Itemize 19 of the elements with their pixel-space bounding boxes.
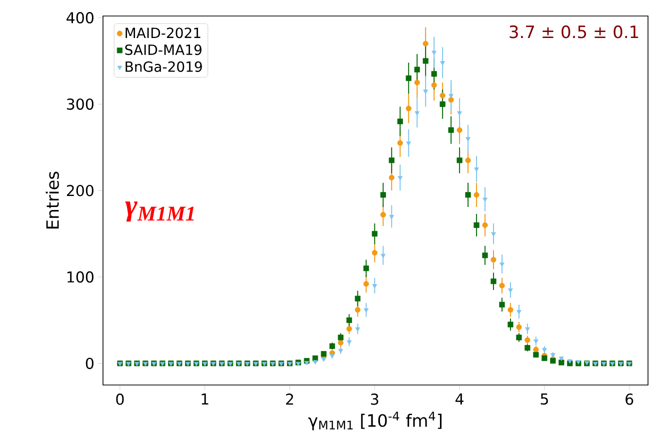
y-axis-title: Entries <box>46 172 59 228</box>
legend-label: BnGa-2019 <box>126 61 202 72</box>
x-tick-label: 0 <box>116 394 124 405</box>
y-tick-label: 100 <box>67 271 94 283</box>
y-tick-label: 200 <box>66 184 94 196</box>
x-tick-label: 6 <box>626 394 634 405</box>
annotation: 3.7 ± 0.5 ± 0.1 <box>510 25 638 38</box>
x-tick-label: 1 <box>202 394 208 404</box>
y-tick-label: 0 <box>86 358 94 370</box>
x-tick-label: 4 <box>456 394 464 404</box>
y-tick-label: 300 <box>66 98 94 110</box>
x-tick-label: 5 <box>540 394 548 405</box>
x-tick-label: 2 <box>286 394 294 405</box>
x-tick-label: 3 <box>371 394 378 405</box>
y-tick-label: 400 <box>66 12 94 24</box>
annotation: γ$_{M1M1}$ <box>125 201 194 222</box>
legend-label: SAID-MA19 <box>125 44 202 56</box>
x-axis-title: γ$_{M1M1}$ [10$^{-4}$ fm$^{4}$] <box>308 412 442 430</box>
legend-label: MAID-2021 <box>126 28 200 38</box>
